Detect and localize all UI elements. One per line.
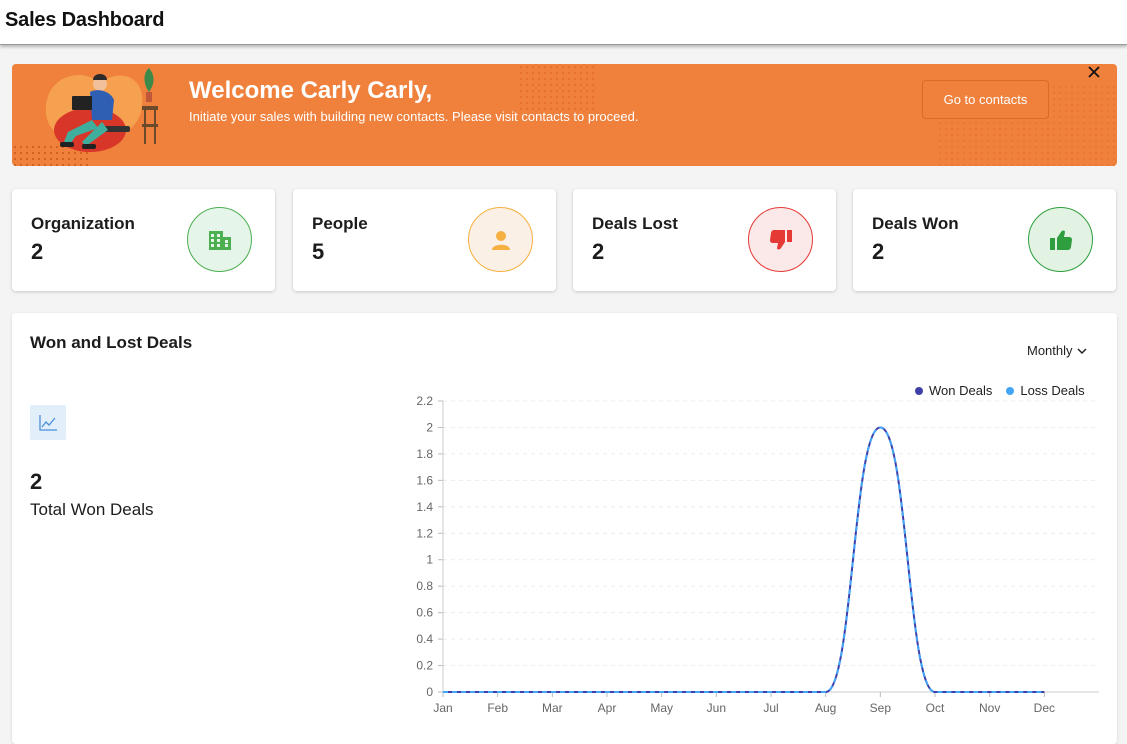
y-tick-label: 0.4: [416, 632, 433, 646]
x-tick-label: Nov: [979, 701, 1000, 715]
y-tick-label: 1.8: [416, 447, 433, 461]
won-lost-deals-panel: Won and Lost Deals Monthly 2 Total Won D…: [12, 313, 1117, 744]
stat-value: 2: [872, 239, 885, 264]
x-tick-label: Dec: [1034, 701, 1055, 715]
chevron-down-icon: [1077, 347, 1087, 354]
legend-label: Won Deals: [929, 383, 993, 398]
decorative-dots: [518, 64, 596, 114]
stat-label: People: [312, 214, 368, 233]
y-tick-label: 2.2: [416, 394, 433, 408]
welcome-title: Welcome Carly Carly,: [189, 77, 433, 104]
top-bar: Sales Dashboard: [0, 0, 1127, 45]
stat-label: Deals Won: [872, 214, 959, 233]
x-tick-label: Mar: [542, 701, 563, 715]
stat-label: Deals Lost: [592, 214, 678, 233]
period-dropdown[interactable]: Monthly: [1027, 343, 1087, 358]
building-icon: [187, 207, 252, 272]
stat-card-deals-won: Deals Won 2: [853, 189, 1116, 291]
decorative-dots: [12, 144, 88, 166]
legend-marker: [915, 386, 923, 395]
chart-legend: Won Deals Loss Deals: [915, 383, 1085, 398]
stat-card-organization: Organization 2: [12, 189, 275, 291]
page-title: Sales Dashboard: [5, 9, 165, 31]
y-tick-label: 1: [426, 553, 433, 567]
y-tick-label: 0: [426, 685, 433, 699]
y-tick-label: 0.8: [416, 579, 433, 593]
stat-card-deals-lost: Deals Lost 2: [573, 189, 836, 291]
legend-label: Loss Deals: [1020, 383, 1085, 398]
stat-card-people: People 5: [293, 189, 556, 291]
period-dropdown-label: Monthly: [1027, 343, 1073, 358]
legend-marker: [1006, 386, 1015, 395]
y-tick-label: 1.2: [416, 526, 433, 540]
x-tick-label: Apr: [598, 701, 617, 715]
stat-label: Organization: [31, 214, 135, 233]
y-tick-label: 1.6: [416, 473, 433, 487]
x-tick-label: Jan: [433, 701, 452, 715]
x-tick-label: Sep: [870, 701, 892, 715]
thumbs-up-icon: [1028, 207, 1093, 272]
legend-item-loss[interactable]: Loss Deals: [1006, 383, 1085, 398]
y-tick-label: 0.2: [416, 659, 433, 673]
stat-value: 2: [31, 239, 44, 264]
x-tick-label: Feb: [487, 701, 508, 715]
total-won-deals-label: Total Won Deals: [30, 500, 154, 519]
trend-chart-icon: [30, 405, 66, 440]
panel-title: Won and Lost Deals: [30, 333, 193, 352]
x-tick-label: May: [650, 701, 673, 715]
y-tick-label: 1.4: [416, 500, 433, 514]
thumbs-down-icon: [748, 207, 813, 272]
y-tick-label: 0.6: [416, 606, 433, 620]
stat-value: 5: [312, 239, 325, 264]
x-tick-label: Jun: [707, 701, 726, 715]
close-icon[interactable]: [1086, 64, 1102, 80]
deals-line-chart: 0 0.2 0.4 0.6 0.8 1 1.2 1.4 1.6 1.8 2 2.2 Jan Feb Mar A…: [416, 394, 1099, 715]
legend-item-won[interactable]: Won Deals: [915, 383, 992, 398]
welcome-subtitle: Initiate your sales with building new co…: [189, 109, 639, 124]
person-icon: [468, 207, 533, 272]
welcome-banner: Welcome Carly Carly, Initiate your sales…: [12, 64, 1117, 166]
series-line-loss-deals: [442, 426, 1045, 693]
stat-value: 2: [592, 239, 605, 264]
go-to-contacts-button[interactable]: Go to contacts: [922, 80, 1049, 119]
welcome-illustration: [45, 68, 158, 152]
x-tick-label: Aug: [815, 701, 836, 715]
x-tick-label: Oct: [926, 701, 945, 715]
total-won-deals-value: 2: [30, 469, 43, 494]
y-tick-label: 2: [426, 420, 433, 434]
x-tick-label: Jul: [763, 701, 778, 715]
